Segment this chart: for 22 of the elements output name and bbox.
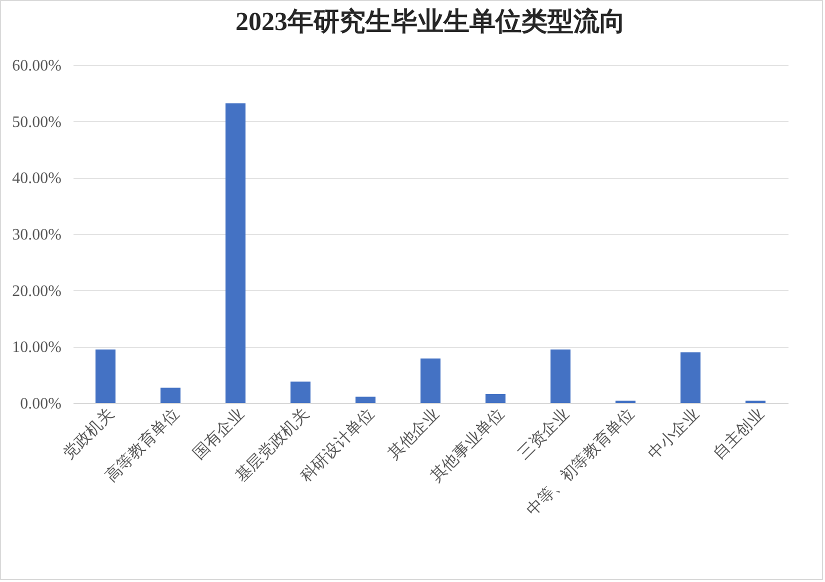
bar [226,103,246,403]
bar [486,394,506,403]
y-tick-label: 0.00% [20,396,62,412]
y-tick-label: 40.00% [12,170,62,188]
x-tick-label: 自主创业 [710,404,768,463]
bar [680,352,700,403]
x-tick-label: 三资企业 [514,404,573,463]
y-tick-label: 10.00% [12,339,62,356]
bar [290,382,310,403]
y-tick-label: 30.00% [12,226,62,244]
bar [550,349,570,403]
y-tick-label: 60.00% [12,58,62,74]
chart-title: 2023年研究生毕业生单位类型流向 [236,7,626,36]
bar [420,358,440,403]
x-tick-label: 中小企业 [644,404,703,463]
x-tick-label: 党政机关 [60,404,118,463]
bar [356,396,376,403]
x-tick-label: 其他企业 [384,404,443,463]
y-tick-label: 20.00% [12,282,62,300]
y-tick-label: 50.00% [12,114,62,131]
bar [160,388,180,403]
bar [96,349,116,403]
